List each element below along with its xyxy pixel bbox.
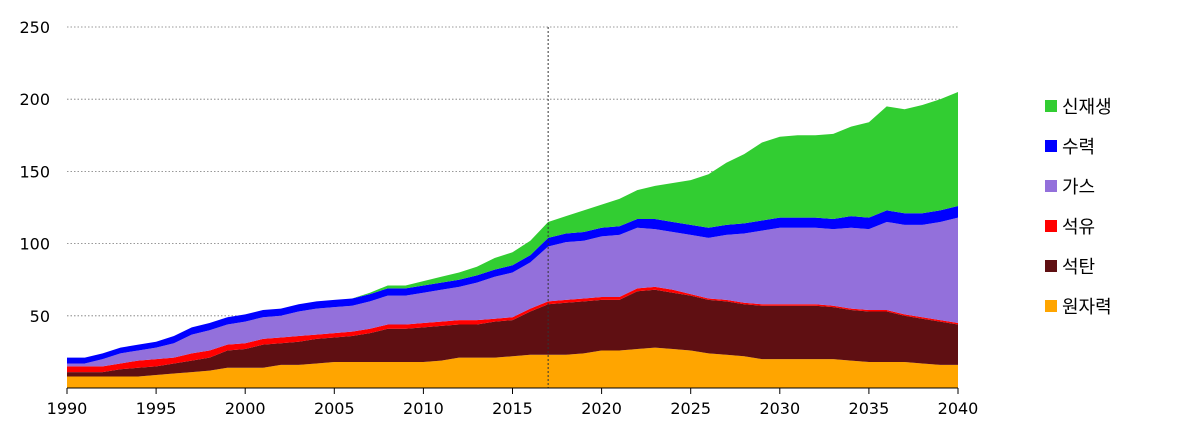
legend-swatch-3 [1045,220,1057,232]
legend-label-0: 신재생 [1062,97,1112,118]
x-tick-label-1995: 1995 [136,399,177,418]
legend-swatch-1 [1045,140,1057,152]
x-tick-label-2030: 2030 [759,399,800,418]
y-tick-label-250: 250 [19,18,50,37]
x-tick-label-2040: 2040 [938,399,979,418]
area-series-4 [67,206,958,364]
axes: 1990 1995 2000 2005 2010 2015 2020 2025 2030 2035… [19,18,978,418]
x-tick-label-2035: 2035 [849,399,890,418]
area-series-3 [67,217,958,367]
y-tick-label-150: 150 [19,162,50,181]
legend-label-2: 가스 [1062,177,1095,198]
x-tick-label-2010: 2010 [403,399,444,418]
legend-label-4: 석탄 [1062,257,1095,278]
x-tick-label-2000: 2000 [225,399,266,418]
legend-label-5: 원자력 [1062,297,1112,318]
area-series-group [67,91,958,388]
x-tick-label-2020: 2020 [581,399,622,418]
legend-swatch-5 [1045,300,1057,312]
area-series-2 [67,286,958,373]
legend-label-1: 수력 [1062,137,1095,158]
y-tick-label-50: 50 [30,307,50,326]
y-tick-label-200: 200 [19,90,50,109]
legend-label-3: 석유 [1062,217,1095,238]
x-tick-label-2025: 2025 [670,399,711,418]
area-series-1 [67,289,958,377]
legend-swatch-4 [1045,260,1057,272]
area-series-0 [67,347,958,388]
x-tick-label-2015: 2015 [492,399,533,418]
x-tick-label-1990: 1990 [47,399,88,418]
legend-swatch-2 [1045,180,1057,192]
y-tick-label-100: 100 [19,235,50,254]
x-tick-label-2005: 2005 [314,399,355,418]
legend-swatch-0 [1045,100,1057,112]
